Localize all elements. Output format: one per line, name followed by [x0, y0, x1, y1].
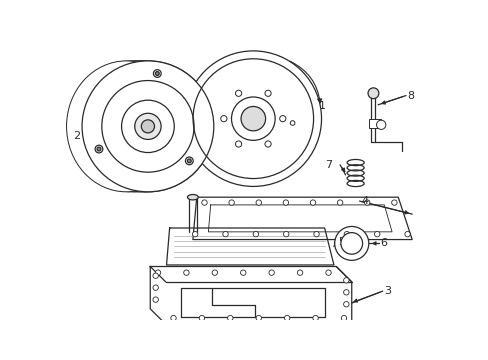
- Circle shape: [284, 315, 289, 321]
- Circle shape: [256, 200, 261, 205]
- Circle shape: [364, 200, 369, 205]
- Circle shape: [155, 72, 159, 76]
- Text: 8: 8: [407, 91, 414, 100]
- Circle shape: [192, 231, 198, 237]
- Circle shape: [404, 231, 409, 237]
- Circle shape: [185, 157, 193, 165]
- Ellipse shape: [66, 61, 185, 192]
- Circle shape: [374, 231, 379, 237]
- Text: 4: 4: [360, 196, 367, 206]
- Circle shape: [334, 226, 368, 260]
- Polygon shape: [192, 197, 411, 239]
- Circle shape: [340, 233, 362, 254]
- Circle shape: [235, 90, 241, 96]
- Circle shape: [283, 231, 288, 237]
- Text: 6: 6: [380, 238, 386, 248]
- FancyBboxPatch shape: [368, 119, 381, 128]
- Circle shape: [391, 200, 396, 205]
- Circle shape: [223, 231, 228, 237]
- Circle shape: [268, 270, 274, 275]
- Circle shape: [297, 270, 302, 275]
- Circle shape: [337, 200, 342, 205]
- Circle shape: [264, 90, 271, 96]
- Ellipse shape: [78, 61, 206, 192]
- Circle shape: [97, 147, 101, 151]
- Circle shape: [199, 315, 204, 321]
- Circle shape: [279, 116, 285, 122]
- Ellipse shape: [231, 97, 275, 140]
- Circle shape: [153, 285, 158, 291]
- Circle shape: [343, 302, 348, 307]
- Circle shape: [341, 315, 346, 321]
- Circle shape: [95, 145, 102, 153]
- Circle shape: [344, 231, 349, 237]
- Circle shape: [290, 121, 294, 125]
- Circle shape: [227, 315, 233, 321]
- Circle shape: [212, 270, 217, 275]
- Circle shape: [376, 120, 385, 130]
- Ellipse shape: [70, 61, 192, 192]
- Circle shape: [187, 159, 191, 163]
- Circle shape: [155, 270, 161, 275]
- Circle shape: [170, 315, 176, 321]
- Circle shape: [310, 200, 315, 205]
- Ellipse shape: [82, 61, 213, 192]
- Circle shape: [325, 270, 330, 275]
- Polygon shape: [150, 266, 351, 324]
- Circle shape: [135, 113, 161, 139]
- Circle shape: [256, 315, 261, 321]
- Text: 2: 2: [73, 131, 81, 141]
- Text: 7: 7: [324, 160, 331, 170]
- Circle shape: [82, 61, 213, 192]
- Circle shape: [235, 141, 241, 147]
- Circle shape: [343, 289, 348, 295]
- Ellipse shape: [74, 61, 200, 192]
- Circle shape: [312, 315, 318, 321]
- Circle shape: [153, 69, 161, 77]
- Circle shape: [343, 278, 348, 283]
- Polygon shape: [166, 228, 333, 265]
- Text: 5: 5: [337, 237, 344, 247]
- Circle shape: [253, 231, 258, 237]
- Circle shape: [220, 116, 226, 122]
- Circle shape: [202, 200, 207, 205]
- Circle shape: [240, 270, 245, 275]
- Circle shape: [141, 120, 154, 133]
- Ellipse shape: [241, 107, 265, 131]
- Ellipse shape: [187, 194, 198, 200]
- Circle shape: [264, 141, 271, 147]
- Circle shape: [153, 297, 158, 302]
- Ellipse shape: [185, 51, 321, 186]
- Circle shape: [283, 200, 288, 205]
- Circle shape: [228, 200, 234, 205]
- Circle shape: [153, 273, 158, 278]
- Text: 3: 3: [384, 286, 390, 296]
- Circle shape: [183, 270, 189, 275]
- Circle shape: [313, 231, 319, 237]
- Text: 1: 1: [318, 101, 325, 111]
- Circle shape: [367, 88, 378, 99]
